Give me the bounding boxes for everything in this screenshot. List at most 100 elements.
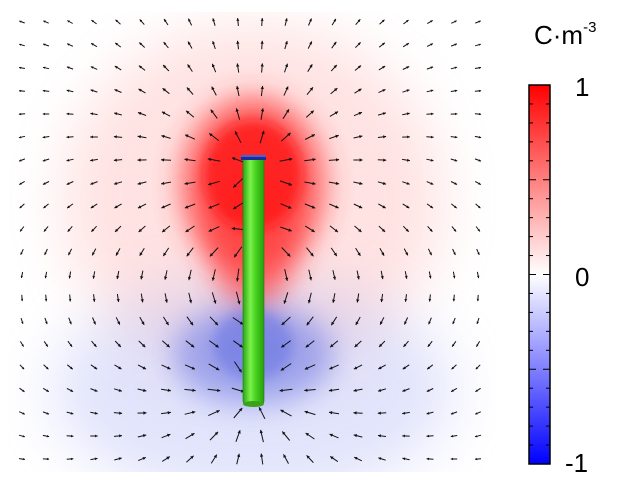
field-arrow-head <box>185 228 189 232</box>
field-arrow-head <box>92 275 96 279</box>
field-arrow-head <box>212 41 216 45</box>
field-arrow-head <box>208 228 213 232</box>
field-arrow-head <box>164 19 167 22</box>
field-arrow-head <box>430 112 434 116</box>
field-arrow-head <box>382 66 386 69</box>
field-arrow-head <box>117 343 121 347</box>
field-arrow-head <box>231 157 236 161</box>
field-arrow-head <box>451 366 455 370</box>
field-arrow-head <box>284 18 288 22</box>
field-arrow-head <box>378 434 381 438</box>
field-arrow-head <box>356 299 360 303</box>
field-arrow-head <box>161 181 165 185</box>
field-arrow-head <box>93 321 96 325</box>
field-arrow-head <box>236 63 240 67</box>
field-arrow-head <box>19 66 22 69</box>
field-arrow-head <box>380 299 384 303</box>
field-arrow-head <box>383 158 387 162</box>
field-arrow-head <box>281 321 285 325</box>
field-arrow-head <box>42 135 46 139</box>
colorbar-unit-label: C·m-3 <box>534 19 597 50</box>
field-arrow-head <box>167 366 171 370</box>
field-arrow-head <box>431 135 434 139</box>
field-arrow-head <box>452 344 455 347</box>
field-arrow-head <box>114 181 118 185</box>
field-arrow-head <box>430 182 434 185</box>
field-arrow-head <box>312 181 316 186</box>
field-arrow-head <box>115 228 119 232</box>
field-arrows <box>18 18 482 465</box>
field-arrow-head <box>382 181 387 185</box>
field-arrow-head <box>211 63 215 68</box>
field-arrow-head <box>475 366 479 370</box>
field-arrow-head <box>67 43 70 46</box>
field-arrow-head <box>354 457 358 460</box>
field-arrow-head <box>306 321 310 326</box>
field-arrow-head <box>44 252 47 255</box>
field-arrow-head <box>20 229 23 232</box>
field-arrow-head <box>66 135 70 139</box>
field-arrow-head <box>235 278 240 282</box>
field-arrow-head <box>67 205 70 209</box>
field-arrow-head <box>452 275 456 279</box>
field-arrow-head <box>283 454 287 458</box>
colorbar-ticks <box>529 84 550 465</box>
field-arrow-head <box>118 388 122 392</box>
field-arrow-head <box>377 411 381 415</box>
field-arrow-head <box>43 20 46 23</box>
field-arrow-head <box>279 388 283 393</box>
field-arrow-head <box>91 43 94 46</box>
field-arrow-head <box>353 366 358 370</box>
field-arrow-head <box>119 411 123 415</box>
field-arrow-head <box>68 298 72 302</box>
field-arrow-head <box>455 112 458 116</box>
field-arrow-head <box>186 110 190 115</box>
field-arrow-head <box>476 298 480 302</box>
field-arrow-head <box>309 18 312 22</box>
field-arrow-head <box>236 18 240 21</box>
field-arrow-head <box>452 298 456 302</box>
field-arrow-head <box>260 63 264 67</box>
field-arrow-head <box>188 41 191 45</box>
field-arrow-head <box>282 431 286 435</box>
field-arrow-head <box>380 275 384 280</box>
field-arrow-head <box>359 135 363 139</box>
field-arrow-head <box>137 135 141 139</box>
field-arrow-head <box>116 252 119 256</box>
field-arrow-head <box>141 343 146 348</box>
field-arrow-head <box>430 89 434 92</box>
field-arrow-head <box>142 366 146 370</box>
field-arrow-head <box>66 66 70 69</box>
field-arrow-head <box>378 457 382 461</box>
field-arrow-head <box>332 299 336 303</box>
field-arrow-head <box>90 158 94 162</box>
field-arrow-head <box>211 277 215 281</box>
field-arrow-head <box>67 20 70 23</box>
field-arrow-head <box>70 457 74 461</box>
field-arrow-head <box>404 275 408 279</box>
field-arrow-head <box>428 275 432 279</box>
field-arrow-head <box>21 366 25 370</box>
field-arrow-head <box>44 275 48 279</box>
field-arrow-head <box>284 63 289 68</box>
field-arrow-head <box>215 367 220 371</box>
field-arrow-head <box>305 344 310 348</box>
field-arrow-head <box>139 19 143 23</box>
field-arrow-head <box>115 42 118 46</box>
field-arrow-head <box>208 182 212 186</box>
field-arrow-head <box>307 299 312 304</box>
field-arrow-head <box>402 434 405 438</box>
field-arrow-head <box>113 158 117 162</box>
field-arrow-head <box>19 89 22 93</box>
field-arrow-head <box>354 343 358 348</box>
field-arrow-head <box>309 87 313 91</box>
field-arrow-head <box>309 64 313 68</box>
field-arrow-head <box>358 228 362 232</box>
field-arrow-head <box>118 457 122 461</box>
field-arrow-head <box>404 299 408 302</box>
field-arrow-head <box>167 433 171 437</box>
field-arrow-head <box>216 410 220 414</box>
field-arrow-head <box>236 453 241 458</box>
field-arrow-head <box>238 368 242 373</box>
